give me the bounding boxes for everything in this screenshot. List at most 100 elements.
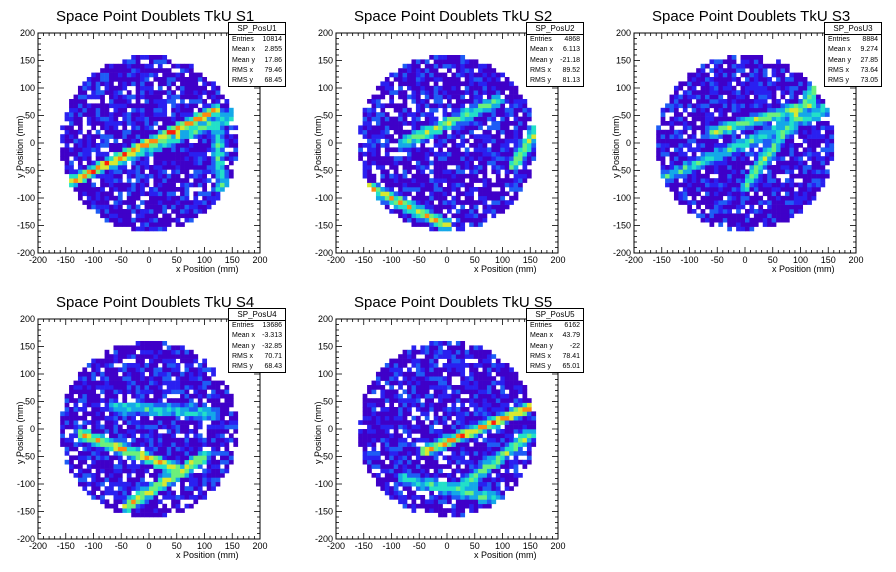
heatmap-cell (789, 125, 795, 131)
heatmap-cell (371, 94, 377, 100)
heatmap-cell (149, 451, 154, 456)
heatmap-cell (140, 345, 145, 351)
heatmap-cell (442, 138, 448, 144)
heatmap-cell (731, 134, 737, 139)
heatmap-cell (696, 143, 701, 148)
heatmap-cell (451, 173, 457, 179)
heatmap-cell (82, 371, 88, 377)
heatmap-cell (464, 209, 470, 214)
heatmap-cell (411, 129, 417, 135)
heatmap-cell (451, 63, 457, 69)
heatmap-cell (442, 116, 448, 122)
heatmap-cell (673, 121, 679, 126)
heatmap-cell (424, 138, 430, 144)
heatmap-cell (135, 151, 141, 157)
heatmap-cell (762, 121, 768, 126)
heatmap-cell (131, 468, 136, 474)
heatmap-cell (144, 178, 150, 183)
heatmap-cell (220, 393, 225, 399)
heatmap-cell (77, 151, 83, 157)
heatmap-cell (407, 68, 412, 73)
heatmap-cell (673, 94, 679, 100)
heatmap-cell (771, 209, 777, 214)
heatmap-cell (113, 90, 119, 95)
heatmap-cell (691, 103, 697, 109)
heatmap-cell (153, 187, 159, 192)
heatmap-cell (367, 464, 372, 469)
heatmap-cell (762, 125, 768, 131)
heatmap-cell (184, 182, 190, 188)
heatmap-cell (157, 138, 163, 144)
heatmap-cell (469, 103, 474, 109)
heatmap-cell (153, 68, 159, 73)
heatmap-cell (727, 156, 732, 161)
heatmap-cell (393, 424, 399, 430)
heatmap-cell (660, 112, 666, 117)
heatmap-cell (149, 173, 154, 179)
heatmap-cell (91, 121, 97, 126)
heatmap-cell (95, 134, 101, 139)
heatmap-cell (144, 81, 150, 87)
heatmap-cell (660, 121, 666, 126)
heatmap-cell (486, 129, 492, 135)
heatmap-cell (447, 116, 452, 122)
heatmap-cell (389, 433, 395, 439)
heatmap-cell (126, 103, 132, 109)
heatmap-cell (171, 367, 176, 373)
heatmap-cell (473, 147, 479, 153)
heatmap-cell (389, 138, 395, 144)
heatmap-cell (100, 200, 105, 205)
heatmap-cell (104, 442, 110, 447)
heatmap-cell (384, 429, 390, 434)
heatmap-cell (486, 85, 492, 91)
heatmap-cell (433, 169, 439, 175)
heatmap-cell (691, 200, 697, 205)
heatmap-cell (802, 116, 808, 122)
heatmap-cell (424, 129, 430, 135)
heatmap-cell (500, 147, 506, 153)
heatmap-cell (398, 371, 403, 377)
heatmap-cell (762, 68, 768, 73)
heatmap-cell (749, 103, 755, 109)
heatmap-cell (749, 63, 755, 69)
heatmap-cell (104, 499, 110, 505)
heatmap-cell (113, 367, 119, 373)
heatmap-cell (384, 393, 390, 399)
heatmap-cell (469, 178, 474, 183)
heatmap-cell (166, 495, 172, 500)
heatmap-cell (771, 156, 777, 161)
heatmap-cell (824, 107, 830, 113)
heatmap-cell (509, 99, 514, 104)
heatmap-cell (411, 385, 417, 390)
heatmap-cell (509, 169, 514, 175)
heatmap-cell (705, 151, 710, 157)
heatmap-cell (718, 59, 724, 65)
heatmap-cell (411, 204, 417, 210)
heatmap-cell (478, 195, 483, 201)
heatmap-cell (482, 143, 488, 148)
heatmap-cell (442, 94, 448, 100)
heatmap-cell (753, 209, 759, 214)
heatmap-cell (358, 125, 363, 131)
heatmap-cell (171, 495, 176, 500)
heatmap-cell (162, 402, 168, 408)
heatmap-cell (362, 121, 368, 126)
heatmap-cell (82, 473, 88, 478)
heatmap-cell (188, 464, 194, 469)
heatmap-cell (126, 354, 132, 359)
stats-row: RMS y 68.45 (229, 76, 285, 86)
heatmap-cell (104, 138, 110, 144)
heatmap-cell (384, 77, 390, 82)
heatmap-cell (69, 385, 74, 390)
heatmap-cell (384, 81, 390, 87)
heatmap-cell (380, 477, 386, 483)
heatmap-cell (429, 90, 434, 95)
heatmap-cell (162, 442, 168, 447)
heatmap-cell (184, 204, 190, 210)
heatmap-cell (784, 182, 790, 188)
heatmap-cell (798, 165, 804, 170)
heatmap-cell (713, 169, 719, 175)
heatmap-cell (153, 226, 159, 232)
heatmap-cell (188, 486, 194, 491)
heatmap-cell (149, 112, 154, 117)
